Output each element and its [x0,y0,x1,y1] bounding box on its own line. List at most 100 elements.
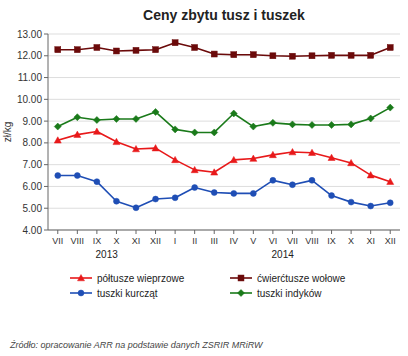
point [192,185,198,191]
point [191,166,198,172]
point [387,200,393,206]
tick-label: 10.00 [17,94,42,105]
point [113,115,120,122]
point [230,156,237,162]
point [368,52,374,58]
point [309,177,315,183]
series [54,104,393,136]
chart: Ceny zbytu tusz i tuszek4.005.006.007.00… [0,0,408,356]
tick-label: I [174,236,177,246]
tick [272,230,273,234]
point [133,115,140,122]
point [192,45,198,51]
legend-marker [78,275,85,281]
tick [44,55,48,56]
tick-label: X [113,236,119,246]
tick [116,230,117,234]
tick [77,230,78,234]
point [74,114,81,121]
tick-label: VI [269,236,278,246]
point [153,196,159,202]
point [348,52,354,58]
point [94,45,100,51]
point [211,190,217,196]
tick-label: III [210,236,218,246]
tick-label: V [250,236,256,246]
point [231,190,237,196]
point [289,149,296,155]
grid-line [48,208,400,209]
tick-label: IV [230,236,239,246]
point [269,151,276,157]
grid-line [48,77,400,78]
point [250,155,257,161]
point [309,53,315,59]
point [231,52,237,58]
tick-label: XII [150,236,161,246]
grid-line [48,164,400,165]
tick-label: VII [52,236,63,246]
legend: półtusze wieprzowećwierćtusze wołowetusz… [70,273,346,299]
point [172,156,179,162]
point [250,52,256,58]
legend-label: półtusze wieprzowe [97,273,185,284]
tick [57,230,58,234]
tick-label: IX [327,236,336,246]
point [348,199,354,205]
tick [214,230,215,234]
x-axis: VIIVIIIIXXXIXIIIIIIIIIVVVIVIIVIIIIXXXIXI… [52,230,395,246]
tick-label: X [348,236,354,246]
grid-line [48,142,400,143]
point [309,149,316,155]
point [93,128,100,134]
title: Ceny zbytu tusz i tuszek [143,7,305,23]
point [387,45,393,51]
tick [390,230,391,234]
point [250,123,257,130]
point [74,47,80,53]
point [270,53,276,59]
grid-line [48,230,400,231]
point [74,131,81,137]
tick-label: 13.00 [17,29,42,40]
tick [96,230,97,234]
tick [44,208,48,209]
tick [194,230,195,234]
tick-label: 12.00 [17,50,42,61]
point [172,126,179,133]
point [55,47,61,53]
tick [253,230,254,234]
point [133,47,139,53]
point [309,122,316,129]
point [94,179,100,185]
tick-label: 9.00 [23,116,43,127]
axis-line [48,34,49,230]
point [270,177,276,183]
point [328,122,335,129]
point [93,117,100,124]
tick-label: XI [132,236,141,246]
grid-line [48,99,400,100]
point [172,40,178,46]
line [58,43,390,57]
legend-marker [78,290,84,296]
grid-line [48,34,400,35]
point [289,182,295,188]
plot-area [54,40,393,211]
tick [44,99,48,100]
point [250,190,256,196]
annotation: 2013 [96,249,119,260]
point [54,123,61,130]
tick-label: VII [287,236,298,246]
point [387,104,394,111]
point [211,129,218,136]
annotation: 2014 [272,249,295,260]
point [230,110,237,117]
tick [155,230,156,234]
source: Źródło: opracowanie ARR na podstawie dan… [9,340,264,350]
tick-label: VIII [71,236,85,246]
point [329,193,335,199]
tick [44,77,48,78]
point [153,47,159,53]
line [58,108,390,133]
